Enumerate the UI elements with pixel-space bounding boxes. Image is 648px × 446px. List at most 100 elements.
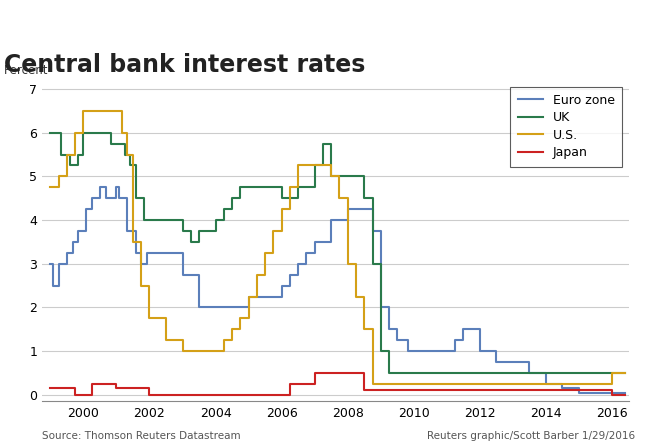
UK <box>107 141 115 146</box>
U.S. <box>137 283 145 288</box>
U.S. <box>608 370 616 376</box>
Text: Reuters graphic/Scott Barber 1/29/2016: Reuters graphic/Scott Barber 1/29/2016 <box>427 431 635 441</box>
U.S. <box>253 272 260 277</box>
U.S. <box>621 370 629 376</box>
U.S. <box>542 381 550 387</box>
UK <box>228 195 236 201</box>
U.S. <box>113 108 121 114</box>
Euro zone <box>621 390 629 395</box>
Japan <box>47 386 54 391</box>
Euro zone <box>132 250 139 256</box>
UK <box>294 185 302 190</box>
UK <box>187 239 194 244</box>
UK <box>91 130 98 136</box>
U.S. <box>286 185 294 190</box>
U.S. <box>54 174 62 179</box>
UK <box>148 217 156 223</box>
Japan <box>377 388 385 393</box>
Euro zone <box>96 185 104 190</box>
Euro zone <box>575 390 583 395</box>
UK <box>360 195 368 201</box>
Japan <box>311 370 319 376</box>
UK <box>80 130 87 136</box>
Euro zone <box>47 261 54 266</box>
Japan <box>410 388 418 393</box>
UK <box>245 185 253 190</box>
UK <box>369 261 376 266</box>
U.S. <box>96 108 104 114</box>
UK <box>385 370 393 376</box>
U.S. <box>377 381 385 387</box>
U.S. <box>336 195 343 201</box>
Japan <box>113 386 121 391</box>
UK <box>113 141 121 146</box>
U.S. <box>303 163 310 168</box>
UK <box>212 217 220 223</box>
UK <box>311 163 319 168</box>
Line: U.S.: U.S. <box>51 111 625 384</box>
Legend: Euro zone, UK, U.S., Japan: Euro zone, UK, U.S., Japan <box>511 87 622 167</box>
U.S. <box>360 326 368 332</box>
UK <box>121 152 128 157</box>
U.S. <box>443 381 451 387</box>
U.S. <box>71 130 79 136</box>
U.S. <box>261 250 269 256</box>
Euro zone <box>542 381 550 387</box>
Euro zone <box>608 390 616 395</box>
Japan <box>129 386 137 391</box>
U.S. <box>220 338 227 343</box>
Japan <box>146 392 154 397</box>
Line: Euro zone: Euro zone <box>51 187 625 392</box>
U.S. <box>118 130 126 136</box>
U.S. <box>294 163 302 168</box>
U.S. <box>278 206 286 212</box>
U.S. <box>410 381 418 387</box>
U.S. <box>162 338 170 343</box>
UK <box>319 141 327 146</box>
UK <box>179 228 187 234</box>
U.S. <box>124 152 132 157</box>
Japan <box>278 392 286 397</box>
UK <box>65 163 73 168</box>
U.S. <box>319 163 327 168</box>
U.S. <box>603 381 610 387</box>
Japan <box>360 388 368 393</box>
U.S. <box>509 381 517 387</box>
UK <box>377 348 385 354</box>
U.S. <box>91 108 98 114</box>
U.S. <box>344 261 352 266</box>
U.S. <box>369 381 376 387</box>
U.S. <box>195 348 203 354</box>
U.S. <box>146 316 154 321</box>
UK <box>140 217 148 223</box>
UK <box>278 195 286 201</box>
Japan <box>63 386 71 391</box>
UK <box>195 228 203 234</box>
UK <box>509 370 517 376</box>
U.S. <box>212 348 220 354</box>
Euro zone <box>212 305 220 310</box>
UK <box>74 152 82 157</box>
Line: Japan: Japan <box>51 373 625 395</box>
U.S. <box>80 108 87 114</box>
UK <box>393 370 401 376</box>
UK <box>352 174 360 179</box>
UK <box>162 217 170 223</box>
Japan <box>71 392 79 397</box>
Japan <box>344 370 352 376</box>
UK <box>261 185 269 190</box>
Line: UK: UK <box>51 133 625 373</box>
Japan <box>286 381 294 387</box>
Japan <box>621 392 629 397</box>
UK <box>47 130 54 136</box>
UK <box>58 152 65 157</box>
Text: Percent: Percent <box>4 64 49 77</box>
Japan <box>303 381 310 387</box>
UK <box>410 370 418 376</box>
UK <box>621 370 629 376</box>
U.S. <box>476 381 484 387</box>
U.S. <box>311 163 319 168</box>
U.S. <box>179 348 187 354</box>
UK <box>608 370 616 376</box>
U.S. <box>228 326 236 332</box>
